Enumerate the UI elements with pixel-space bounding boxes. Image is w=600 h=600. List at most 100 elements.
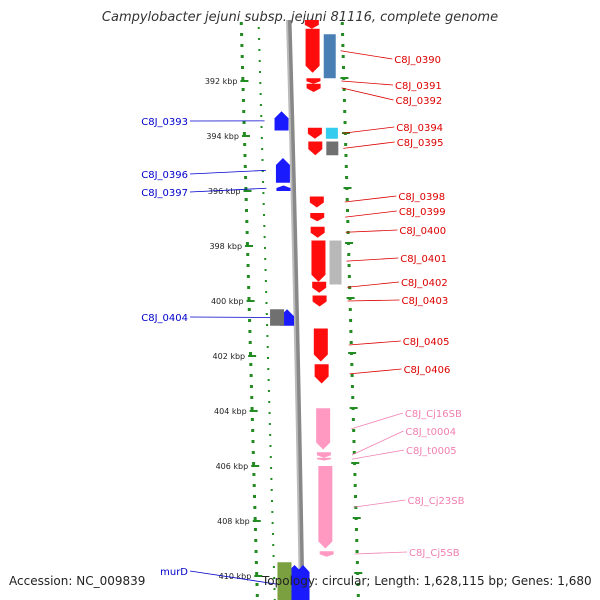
gene-c8j-cj5sb-label[interactable]: C8J_Cj5SB — [409, 548, 460, 559]
gene-c8j-0394[interactable] — [307, 127, 322, 139]
gene-c8j-0395-label[interactable]: C8J_0395 — [397, 138, 444, 149]
ruler-dot — [254, 539, 258, 542]
ruler-dot — [265, 291, 268, 293]
gene-c8j-0390[interactable] — [305, 28, 320, 73]
gene-c8j-t0005[interactable] — [317, 457, 332, 461]
gene-c8j-cj5sb[interactable] — [319, 551, 334, 557]
gene-c8j-0404-label[interactable]: C8J_0404 — [141, 313, 188, 324]
gene-label-line — [347, 299, 400, 302]
ruler-dot — [268, 423, 271, 425]
ruler-dot — [349, 341, 353, 344]
gene-c8j-0402[interactable] — [312, 281, 327, 293]
gene-label-line — [189, 187, 267, 193]
ruler-dot — [350, 374, 354, 377]
gene-c8j-0400-label[interactable]: C8J_0400 — [399, 226, 446, 237]
ruler-dot — [245, 209, 249, 212]
ruler-dot — [270, 478, 273, 480]
ruler-dot — [251, 451, 255, 454]
ruler-dot — [246, 264, 250, 267]
ruler-dot — [249, 363, 253, 366]
gene-feature-track[interactable] — [323, 34, 336, 79]
gene-label-line — [189, 169, 266, 175]
gene-c8j-0403-label[interactable]: C8J_0403 — [402, 296, 449, 307]
gene-c8j-0401-label[interactable]: C8J_0401 — [400, 254, 447, 265]
gene-c8j-cj16sb-label[interactable]: C8J_Cj16SB — [405, 409, 462, 420]
gene-feature-track[interactable] — [325, 127, 338, 139]
ruler-dot — [253, 506, 257, 509]
ruler-dot — [255, 583, 259, 586]
ruler-dot — [343, 121, 347, 124]
gene-label-line — [354, 551, 408, 555]
gene-c8j-0405-label[interactable]: C8J_0405 — [403, 337, 450, 348]
ruler-dot — [270, 467, 273, 469]
gene-c8j-0395[interactable] — [308, 141, 323, 156]
ruler-dot — [253, 495, 257, 498]
ruler-dot — [349, 319, 353, 322]
gene-feature-track[interactable] — [326, 141, 339, 156]
gene-c8j-0399-label[interactable]: C8J_0399 — [399, 207, 446, 218]
ruler-dot — [263, 214, 266, 216]
gene-c8j-0405[interactable] — [313, 328, 328, 362]
gene-c8j-0397-label[interactable]: C8J_0397 — [141, 188, 188, 199]
gene-c8j-0396-label[interactable]: C8J_0396 — [141, 170, 188, 181]
ruler-dot — [346, 220, 350, 223]
ruler-dot — [243, 165, 247, 168]
gene-c8j-0398-label[interactable]: C8J_0398 — [398, 192, 445, 203]
ruler-tick-label: 404 kbp — [214, 407, 247, 416]
ruler-dot — [272, 544, 275, 546]
gene-c8j-0393-label[interactable]: C8J_0393 — [141, 117, 188, 128]
ruler-dot — [260, 126, 263, 128]
gene-c8j-0403[interactable] — [312, 295, 327, 307]
gene-c8j-0394-label[interactable]: C8J_0394 — [396, 123, 443, 134]
ruler-dot — [273, 577, 276, 579]
gene-label-line — [342, 126, 395, 134]
ruler-dot — [342, 88, 346, 91]
ruler-dot — [264, 280, 267, 282]
gene-c8j-0392[interactable] — [306, 83, 321, 92]
gene-c8j-0392-label[interactable]: C8J_0392 — [396, 96, 443, 107]
gene-c8j-cj16sb[interactable] — [316, 408, 331, 450]
map-title: Campylobacter jejuni subsp. jejuni 81116… — [101, 10, 499, 25]
gene-feature[interactable] — [304, 20, 319, 29]
gene-feature-track[interactable] — [270, 309, 285, 326]
gene-c8j-cj23sb-label[interactable]: C8J_Cj23SB — [408, 496, 465, 507]
gene-c8j-t0004-label[interactable]: C8J_t0004 — [405, 427, 456, 438]
gene-c8j-cj23sb[interactable] — [318, 466, 333, 549]
gene-label-line — [341, 80, 394, 86]
ruler-dot — [341, 44, 345, 47]
gene-feature-track[interactable] — [329, 240, 342, 285]
ruler-dot — [266, 324, 269, 326]
gene-c8j-0406[interactable] — [314, 364, 329, 384]
gene-label-line — [189, 316, 271, 318]
gene-c8j-0397[interactable] — [276, 185, 291, 192]
gene-c8j-t0004[interactable] — [316, 452, 331, 458]
gene-c8j-0391-label[interactable]: C8J_0391 — [395, 81, 442, 92]
genome-backbone — [286, 19, 305, 600]
gene-c8j-0398[interactable] — [309, 196, 324, 208]
gene-c8j-0400[interactable] — [310, 226, 325, 238]
ruler-tick-label: 394 kbp — [206, 132, 239, 141]
gene-c8j-0402-label[interactable]: C8J_0402 — [401, 278, 448, 289]
ruler-dot — [264, 269, 267, 271]
gene-c8j-0391[interactable] — [306, 78, 321, 84]
ruler-dot — [351, 396, 355, 399]
gene-c8j-0393[interactable] — [274, 111, 289, 131]
ruler-dot — [242, 110, 246, 113]
ruler-dot — [250, 407, 254, 410]
gene-feature-track[interactable] — [277, 562, 292, 600]
gene-c8j-0399[interactable] — [310, 213, 325, 222]
ruler-dot — [352, 429, 356, 432]
gene-c8j-0390-label[interactable]: C8J_0390 — [394, 55, 441, 66]
gene-c8j-t0005-label[interactable]: C8J_t0005 — [406, 446, 457, 457]
gene-c8j-0406-label[interactable]: C8J_0406 — [404, 365, 451, 376]
ruler-tick-label: 400 kbp — [211, 297, 244, 306]
gene-c8j-0396[interactable] — [275, 158, 290, 183]
ruler-dot — [346, 209, 350, 212]
gene-label-line — [349, 368, 402, 375]
ruler-dot — [250, 418, 254, 421]
gene-label-line — [345, 210, 397, 218]
ruler-dot — [259, 71, 262, 73]
gene-murd-label[interactable]: murD — [160, 567, 188, 578]
gene-c8j-0401[interactable] — [311, 240, 326, 282]
